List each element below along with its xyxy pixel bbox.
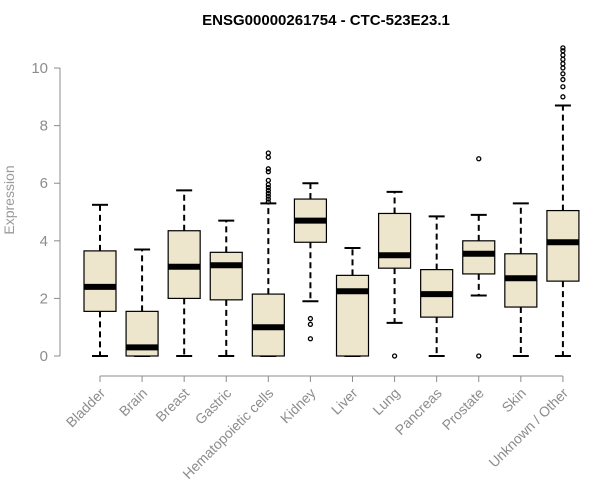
box-bladder [83,203,117,357]
outlier-point [265,193,271,199]
y-tick-label: 2 [40,290,48,307]
outlier-point [265,150,271,156]
y-tick-label: 10 [31,60,48,77]
box-unknown-other [546,45,580,357]
chart-title: ENSG00000261754 - CTC-523E23.1 [202,12,450,29]
outlier-point [265,182,271,188]
outlier-point [265,166,271,172]
box-kidney [293,182,328,342]
outlier-point [265,199,271,205]
outlier-point [265,190,271,196]
outlier-point [560,48,566,54]
x-tick-label: Lung [369,385,402,418]
outlier-point [560,65,566,71]
box-iqr [335,274,370,357]
outlier-point [307,315,314,322]
outlier-point [560,71,566,77]
outlier-point [476,353,482,359]
y-tick-label: 8 [40,118,48,135]
box-iqr [209,251,243,301]
box-brain [125,248,159,357]
boxes-group [83,45,580,359]
x-tick-label: Brain [116,385,150,419]
y-axis-label: Expression [1,165,17,234]
x-tick-label: Kidney [277,385,319,427]
outlier-point [307,336,314,342]
y-tick-label: 4 [40,233,48,250]
box-pancreas [420,215,454,357]
outlier-point [560,45,566,51]
box-breast [167,189,201,357]
x-tick-label: Liver [328,385,361,418]
x-tick-label: Breast [152,385,192,425]
outlier-point [265,169,271,175]
box-iqr [83,250,117,312]
x-tick-label: Pancreas [392,385,445,438]
outlier-point [265,177,271,183]
outlier-point [307,321,314,327]
box-liver [335,247,370,357]
outlier-point [560,52,566,58]
box-prostate [462,156,496,359]
outlier-point [560,84,566,90]
x-tick-label: Unknown / Other [485,385,571,471]
y-tick-label: 0 [40,348,48,365]
outlier-point [265,196,271,202]
box-skin [504,202,538,357]
y-tick-label: 6 [40,175,48,192]
box-iqr [546,209,580,282]
box-gastric [209,219,243,357]
outlier-point [560,94,566,100]
x-tick-label: Prostate [439,385,487,433]
outlier-point [476,156,482,162]
box-hematopoietic-cells [251,150,285,357]
y-axis: 0 2 4 6 8 10 [31,60,61,365]
outlier-point [265,184,271,191]
box-iqr [462,240,496,275]
x-tick-label: Skin [498,385,529,416]
outlier-point [265,154,271,160]
outlier-point [560,76,566,83]
x-tick-label: Bladder [63,385,109,431]
outlier-point [560,56,566,63]
box-lung [377,190,412,359]
outlier-point [560,61,566,67]
box-iqr [377,212,412,269]
outlier-point [265,187,271,194]
outlier-point [391,353,398,359]
